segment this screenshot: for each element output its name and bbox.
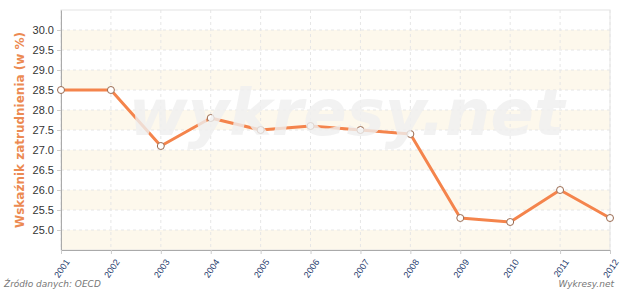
tick: 2008 bbox=[402, 250, 422, 280]
tick: 2002 bbox=[102, 250, 122, 280]
tick: 29.0 bbox=[33, 64, 61, 76]
tick-label: 28.5 bbox=[33, 84, 54, 96]
tick-mark bbox=[57, 170, 61, 171]
tick-label: 25.0 bbox=[33, 224, 54, 236]
tick-label: 27.5 bbox=[33, 124, 54, 136]
watermark: wykresy.net bbox=[128, 76, 567, 150]
tick-mark bbox=[57, 110, 61, 111]
tick: 2001 bbox=[52, 250, 72, 280]
grid-line bbox=[61, 190, 610, 191]
tick-label: 28.0 bbox=[33, 104, 54, 116]
grid-line bbox=[61, 50, 610, 51]
tick-mark bbox=[57, 70, 61, 71]
bands bbox=[61, 30, 610, 250]
tick-mark bbox=[410, 250, 411, 254]
tick-mark bbox=[57, 50, 61, 51]
tick-mark bbox=[560, 250, 561, 254]
point[interactable] bbox=[457, 215, 464, 222]
tick: 2011 bbox=[552, 250, 571, 279]
tick: 2007 bbox=[352, 250, 372, 280]
point[interactable] bbox=[107, 87, 114, 94]
point[interactable] bbox=[507, 219, 514, 226]
tick-mark bbox=[211, 250, 212, 254]
tick-mark bbox=[57, 190, 61, 191]
tick-label: 2012 bbox=[601, 257, 620, 279]
tick-mark bbox=[360, 250, 361, 254]
tick-label: 29.5 bbox=[33, 44, 54, 56]
tick: 2010 bbox=[501, 250, 521, 280]
grid-line bbox=[61, 30, 610, 31]
tick: 2009 bbox=[451, 250, 471, 280]
tick-mark bbox=[57, 150, 61, 151]
tick: 2004 bbox=[202, 250, 222, 280]
axis-line bbox=[62, 250, 611, 251]
tick-label: 27.0 bbox=[33, 144, 54, 156]
y-axis-title: Wskaźnik zatrudnienia (w %) bbox=[13, 32, 27, 228]
tick-mark bbox=[57, 210, 61, 211]
band bbox=[61, 30, 610, 50]
tick-label: 2009 bbox=[451, 257, 471, 279]
tick-label: 2005 bbox=[252, 257, 272, 279]
plot: 25.0 25.5 26.0 26.5 27.0 27.5 28.0 28.5 29.0 29.5… bbox=[33, 10, 620, 280]
tick: 2012 bbox=[601, 250, 620, 280]
tick-label: 2007 bbox=[352, 257, 372, 279]
tick: 2006 bbox=[302, 250, 322, 280]
tick: 25.5 bbox=[33, 204, 61, 216]
tick-label: 2010 bbox=[501, 257, 521, 279]
tick-mark bbox=[57, 130, 61, 131]
tick-label: 29.0 bbox=[33, 64, 54, 76]
tick-label: 2008 bbox=[402, 257, 422, 279]
chart: 25.0 25.5 26.0 26.5 27.0 27.5 28.0 28.5 29.0 29.5… bbox=[0, 0, 620, 292]
point[interactable] bbox=[58, 87, 65, 94]
tick: 30.0 bbox=[33, 24, 61, 36]
tick: 28.5 bbox=[33, 84, 61, 96]
plot-frame bbox=[61, 10, 610, 250]
tick-label: 25.5 bbox=[33, 204, 54, 216]
tick: 27.0 bbox=[33, 144, 61, 156]
tick-mark bbox=[57, 230, 61, 231]
tick: 26.0 bbox=[33, 184, 61, 196]
tick-label: 2011 bbox=[552, 257, 571, 279]
tick-label: 30.0 bbox=[33, 24, 54, 36]
tick-mark bbox=[111, 250, 112, 254]
tick: 29.5 bbox=[33, 44, 61, 56]
tick: 2005 bbox=[252, 250, 272, 280]
grid bbox=[61, 10, 610, 250]
band bbox=[61, 230, 610, 250]
tick-label: 2004 bbox=[202, 257, 222, 279]
grid-line bbox=[61, 70, 610, 71]
source: Źródło danych: OECD bbox=[3, 278, 101, 289]
tick: 28.0 bbox=[33, 104, 61, 116]
tick: 25.0 bbox=[33, 224, 61, 236]
grid-line bbox=[61, 230, 610, 231]
tick-label: 2003 bbox=[152, 257, 172, 279]
tick-mark bbox=[57, 30, 61, 31]
tick-mark bbox=[610, 250, 611, 254]
grid-line bbox=[110, 10, 111, 250]
point[interactable] bbox=[607, 215, 614, 222]
grid-line bbox=[61, 170, 610, 171]
tick: 2003 bbox=[152, 250, 172, 280]
tick-label: 26.0 bbox=[33, 184, 54, 196]
tick-label: 2002 bbox=[102, 257, 122, 279]
point[interactable] bbox=[557, 187, 564, 194]
tick-label: 2006 bbox=[302, 257, 322, 279]
band bbox=[61, 150, 610, 170]
tick-mark bbox=[161, 250, 162, 254]
tick-label: 2001 bbox=[52, 257, 72, 279]
tick-mark bbox=[311, 250, 312, 254]
tick-mark bbox=[510, 250, 511, 254]
x-axis: 2001 2002 2003 2004 2005 2006 2007 2008 2009 2010… bbox=[52, 250, 620, 280]
tick: 27.5 bbox=[33, 124, 61, 136]
axis-line bbox=[61, 11, 62, 251]
credit[interactable]: Wykresy.net bbox=[558, 279, 614, 289]
tick-mark bbox=[61, 250, 62, 254]
y-axis: 25.0 25.5 26.0 26.5 27.0 27.5 28.0 28.5 29.0 29.5… bbox=[33, 11, 62, 251]
tick: 26.5 bbox=[33, 164, 61, 176]
band bbox=[61, 190, 610, 210]
tick-mark bbox=[261, 250, 262, 254]
tick-label: 26.5 bbox=[33, 164, 54, 176]
tick-mark bbox=[460, 250, 461, 254]
